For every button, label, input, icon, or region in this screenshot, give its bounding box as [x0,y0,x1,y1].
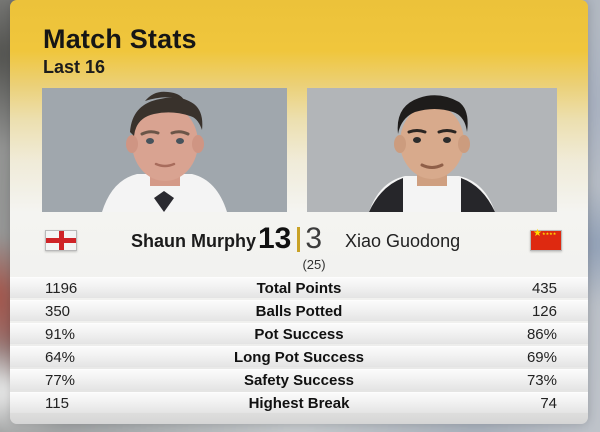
stat-value-home: 1196 [45,279,78,297]
stat-label: Long Pot Success [233,348,365,366]
stat-value-away: 74 [540,394,557,412]
score-home: 13 [258,222,292,255]
stat-value-away: 126 [531,302,557,320]
stat-value-home: 115 [45,394,69,412]
china-flag-icon: ★ ★★★★ [530,228,562,251]
player-photo-away [307,88,557,212]
stat-label: Total Points [256,279,342,297]
england-flag-icon [45,230,77,251]
score-divider [297,226,301,252]
stat-row: 350 Balls Potted 126 [10,300,588,321]
player-name-home: Shaun Murphy [131,231,256,251]
best-of-frames-note: (25) [302,257,326,272]
china-flag-small-stars: ★★★★ [542,231,557,236]
stat-value-home: 350 [45,302,71,320]
stat-row: 115 Highest Break 74 [10,392,588,413]
player-name-away: Xiao Guodong [345,231,461,251]
stat-label: Highest Break [248,394,350,412]
stat-label: Safety Success [243,371,355,389]
xiao-guodong-headshot [307,88,557,212]
stat-label: Balls Potted [255,302,343,320]
stat-value-home: 64% [45,348,76,366]
stat-value-away: 69% [526,348,557,366]
shaun-murphy-headshot [42,88,287,212]
player-photo-home [42,88,287,212]
stat-row: 64% Long Pot Success 69% [10,346,588,367]
stats-table: 1196 Total Points 435 350 Balls Potted 1… [10,277,588,415]
match-stats-panel: Match Stats Last 16 [10,0,588,424]
stat-label: Pot Success [254,325,344,343]
round-label: Last 16 [43,57,106,77]
score-away: 3 [305,222,323,255]
stat-row: 1196 Total Points 435 [10,277,588,298]
stat-row: 77% Safety Success 73% [10,369,588,390]
stat-value-away: 435 [531,279,557,297]
stat-value-away: 73% [526,371,557,389]
stat-value-home: 77% [45,371,76,389]
stat-row: 91% Pot Success 86% [10,323,588,344]
stat-value-home: 91% [45,325,76,343]
match-score: 13 3 [258,222,322,256]
china-flag-big-star: ★ [533,228,542,239]
page-title: Match Stats [43,24,197,54]
stat-value-away: 86% [526,325,557,343]
